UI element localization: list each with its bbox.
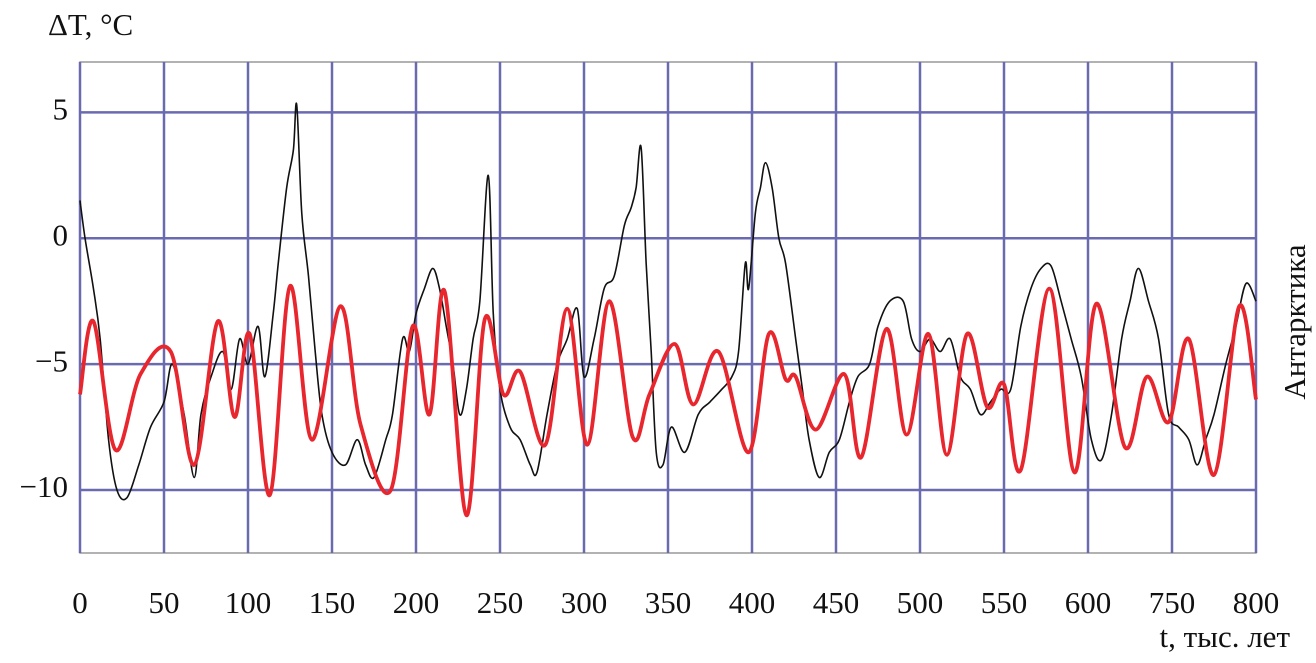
y-tick-label: −10 xyxy=(20,469,68,504)
x-tick-label: 50 xyxy=(149,585,180,620)
x-tick-label: 150 xyxy=(309,585,356,620)
data-line xyxy=(78,284,1258,518)
x-tick-label: 800 xyxy=(1233,585,1280,620)
x-tick-label: 250 xyxy=(477,585,524,620)
x-tick-label: 750 xyxy=(1149,585,1196,620)
x-tick-label: 450 xyxy=(813,585,860,620)
x-tick-label: 200 xyxy=(393,585,440,620)
annotation: Антарктика xyxy=(1277,244,1312,400)
x-tick-label: 350 xyxy=(645,585,692,620)
x-tick-label: 500 xyxy=(897,585,944,620)
y-tick-label: −5 xyxy=(35,343,68,378)
x-tick-label: 400 xyxy=(729,585,776,620)
y-axis-label: ΔT, °C xyxy=(48,7,133,42)
x-tick-label: 600 xyxy=(1065,585,1112,620)
x-tick-label: 0 xyxy=(72,585,88,620)
x-axis-label: t, тыс. лет xyxy=(1159,619,1290,654)
data-line xyxy=(79,102,1257,501)
x-tick-label: 550 xyxy=(981,585,1028,620)
x-tick-label: 100 xyxy=(225,585,272,620)
y-tick-label: 0 xyxy=(53,217,69,252)
y-tick-label: 5 xyxy=(53,91,69,126)
x-tick-label: 300 xyxy=(561,585,608,620)
